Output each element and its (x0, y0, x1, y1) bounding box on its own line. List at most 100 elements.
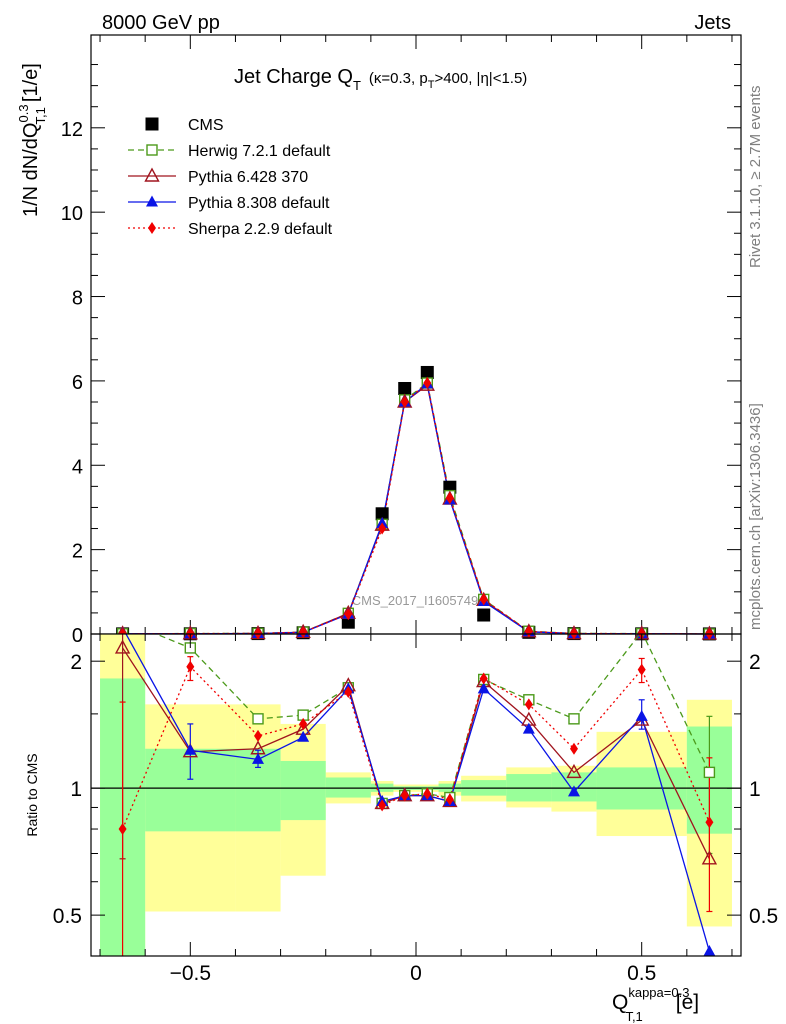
ratio-data-point (114, 639, 131, 654)
ratio-series-line (125, 634, 711, 952)
main-data-point (375, 507, 389, 521)
ratio-data-point (297, 730, 310, 742)
main-y-axis-label: 1/N dN/dQ0.3 T,1 [1/e] (16, 63, 48, 217)
plot-title-sub: T (353, 78, 361, 93)
ratio-data-point (445, 793, 454, 806)
ratio-series-group (114, 634, 718, 956)
ratio-data-point (524, 698, 533, 711)
ratio-data-point (479, 672, 488, 685)
ratio-data-point (705, 816, 714, 829)
ratio-data-point (344, 686, 353, 699)
main-data-point (344, 608, 353, 621)
legend-item: Pythia 6.428 370 (128, 167, 308, 186)
legend-label: Pythia 6.428 370 (188, 169, 308, 186)
main-data-point (420, 365, 434, 379)
x-label-sub: T,1 (625, 1009, 642, 1024)
ratio-data-point (637, 663, 646, 676)
legend-label: Herwig 7.2.1 default (188, 143, 331, 160)
ratio-data-point (567, 785, 580, 797)
x-label-sup: kappa=0.3 (628, 985, 689, 1000)
plot-title-cut-sub: T (428, 79, 435, 91)
main-data-point (445, 492, 454, 505)
main-data-point (378, 522, 387, 535)
ratio-data-point (186, 660, 195, 673)
header-process: Jets (694, 12, 731, 34)
main-panel: 0 2 4 6 8 10 12 CMS_2017_I1605749 Jet Charge Q… (16, 34, 742, 647)
ratio-y-tick-label: 2 (70, 651, 82, 674)
ratio-y-tick-label: 0.5 (53, 905, 82, 928)
legend-marker (148, 222, 156, 234)
main-y-tick-label: 4 (72, 456, 83, 478)
legend-label: Sherpa 2.2.9 default (188, 221, 333, 238)
ratio-data-point (568, 713, 580, 725)
ratio-data-point (477, 682, 490, 694)
ratio-data-point (184, 743, 197, 755)
ratio-ticks: 0.5 0.5 1 1 2 2 −0.5 0 0.5 (53, 634, 778, 985)
legend-label: CMS (188, 117, 224, 134)
x-tick-label: 0.5 (627, 962, 656, 985)
watermark: CMS_2017_I1605749 (352, 593, 479, 608)
legend-item: Sherpa 2.2.9 default (128, 221, 333, 238)
main-data-point (398, 381, 412, 395)
main-data-point (376, 516, 389, 528)
plot-title-cut: (κ=0.3, p (369, 70, 428, 87)
ratio-data-point (566, 763, 582, 779)
legend-item: Herwig 7.2.1 default (128, 143, 331, 160)
main-series-line (122, 381, 710, 635)
legend-item: CMS (145, 117, 224, 134)
main-data-point (477, 608, 491, 622)
plot-title-main: Jet Charge Q (234, 66, 353, 88)
main-y-tick-label: 10 (61, 203, 83, 225)
ratio-data-point (400, 789, 409, 802)
ratio-band-stat (280, 760, 326, 821)
main-y-ticks: 0 2 4 6 8 10 12 (61, 35, 741, 647)
ratio-data-point (569, 742, 578, 755)
main-y-tick-label: 12 (61, 119, 83, 141)
ratio-y-tick-label-right: 0.5 (749, 905, 778, 928)
main-y-label-main: 1/N dN/dQ (20, 123, 42, 217)
ratio-data-point (701, 850, 718, 865)
legend-marker (145, 117, 159, 131)
legend-marker (146, 195, 158, 207)
ratio-data-point (703, 944, 716, 956)
ratio-series-line (121, 665, 710, 830)
ratio-panel: 0.5 0.5 1 1 2 2 −0.5 0 0.5 Ratio to CMS Qkappa=0… (24, 633, 778, 1024)
ratio-y-axis-label: Ratio to CMS (24, 753, 40, 836)
main-y-label-sup: 0.3 (16, 104, 31, 122)
main-y-tick-label: 0 (72, 625, 83, 647)
ratio-data-point (522, 722, 535, 734)
main-y-tick-label: 2 (72, 541, 83, 563)
main-y-label-sub: T,1 (33, 107, 48, 124)
main-data-point (299, 626, 308, 639)
main-y-tick-label: 6 (72, 372, 83, 394)
main-data-point (400, 395, 409, 408)
plot-title: Jet Charge QT (κ=0.3, pT>400, |η|<1.5) (234, 66, 527, 93)
x-label-main: Q (612, 991, 628, 1014)
main-y-tick-label: 8 (72, 288, 83, 310)
ratio-data-point (378, 799, 387, 812)
ratio-y-tick-label: 1 (70, 778, 82, 801)
ratio-data-point (252, 713, 264, 725)
legend: CMS Herwig 7.2.1 default Pythia 6.428 370 P… (128, 117, 333, 238)
ratio-data-point (635, 709, 648, 721)
ratio-data-point (254, 729, 263, 742)
header-energy: 8000 GeV pp (102, 12, 220, 34)
legend-label: Pythia 8.308 default (188, 195, 330, 212)
ratio-y-tick-label-right: 1 (749, 778, 761, 801)
legend-item: Pythia 8.308 default (128, 195, 330, 212)
ratio-data-point (118, 823, 127, 836)
x-label-unit: [e] (676, 991, 699, 1014)
main-y-label-unit: [1/e] (20, 63, 42, 102)
ratio-data-point (252, 752, 265, 764)
ratio-y-tick-label-right: 2 (749, 651, 761, 674)
ratio-data-point (703, 766, 716, 779)
main-data-point (423, 377, 432, 390)
legend-marker (144, 167, 160, 182)
rivet-label: Rivet 3.1.10, ≥ 2.7M events (747, 86, 764, 269)
mcplots-label: mcplots.cern.ch [arXiv:1306.3436] (747, 403, 764, 630)
ratio-series-clip (114, 634, 718, 956)
ratio-data-point (423, 787, 432, 800)
ratio-series-line (154, 634, 710, 805)
ratio-data-point (299, 717, 308, 730)
